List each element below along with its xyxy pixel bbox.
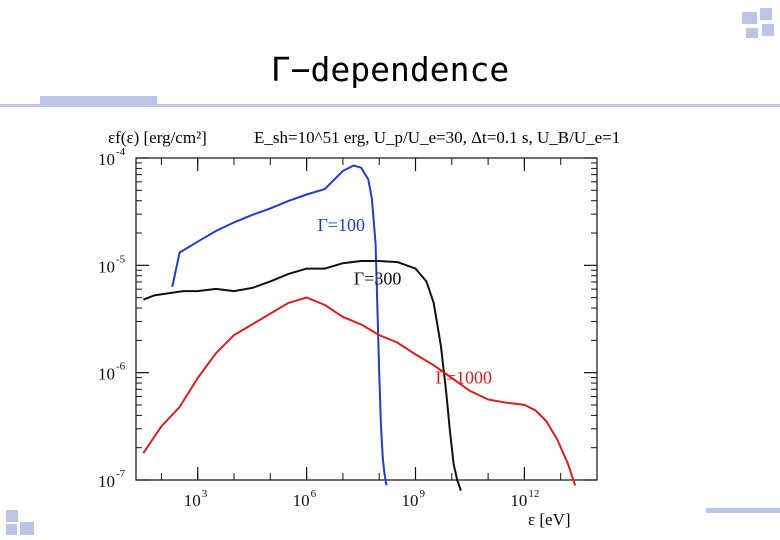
x-tick-label: 10 xyxy=(293,491,310,510)
y-tick-exponent: -4 xyxy=(116,146,126,158)
x-tick-exponent: 12 xyxy=(528,488,539,500)
y-tick-exponent: -7 xyxy=(116,468,126,480)
chart-caption: E_sh=10^51 erg, U_p/U_e=30, Δt=0.1 s, U_… xyxy=(254,128,620,147)
series-line-1 xyxy=(171,164,388,486)
y-axis-label: εf(ε) [erg/cm²] xyxy=(108,128,207,147)
deco-square-bottom-left-a xyxy=(6,510,18,522)
series-line-2 xyxy=(142,260,462,492)
x-axis-label: ε [eV] xyxy=(528,510,571,529)
y-tick-label: 10 xyxy=(98,472,115,491)
y-tick-label: 10 xyxy=(98,150,115,169)
y-tick-label: 10 xyxy=(98,365,115,384)
deco-bar-left xyxy=(40,96,157,105)
series-label-3: Γ=1000 xyxy=(435,367,492,387)
x-tick-exponent: 9 xyxy=(420,488,426,500)
series-label-1: Γ=100 xyxy=(317,215,365,235)
x-tick-label: 10 xyxy=(510,491,527,510)
deco-square-top-right-d xyxy=(746,28,758,38)
x-tick-label: 10 xyxy=(402,491,419,510)
deco-square-bottom-left-b xyxy=(20,522,34,535)
deco-square-top-right-c xyxy=(762,24,774,36)
x-tick-label: 10 xyxy=(184,491,201,510)
x-tick-exponent: 3 xyxy=(202,488,208,500)
deco-square-top-right-b xyxy=(760,8,772,20)
plot-frame xyxy=(135,157,598,481)
y-tick-exponent: -6 xyxy=(116,361,126,373)
deco-bar-bottom-right xyxy=(706,508,780,513)
series-line-3 xyxy=(142,296,577,486)
y-tick-exponent: -5 xyxy=(116,253,126,265)
x-tick-exponent: 6 xyxy=(311,488,317,500)
title-rule xyxy=(0,104,780,107)
deco-square-bottom-left-c xyxy=(6,524,17,535)
series-label-2: Γ=300 xyxy=(354,269,402,289)
slide-title: Γ−dependence xyxy=(270,50,510,89)
y-tick-label: 10 xyxy=(98,257,115,276)
deco-square-top-right-a xyxy=(742,12,757,24)
title-rule-line xyxy=(0,104,780,107)
